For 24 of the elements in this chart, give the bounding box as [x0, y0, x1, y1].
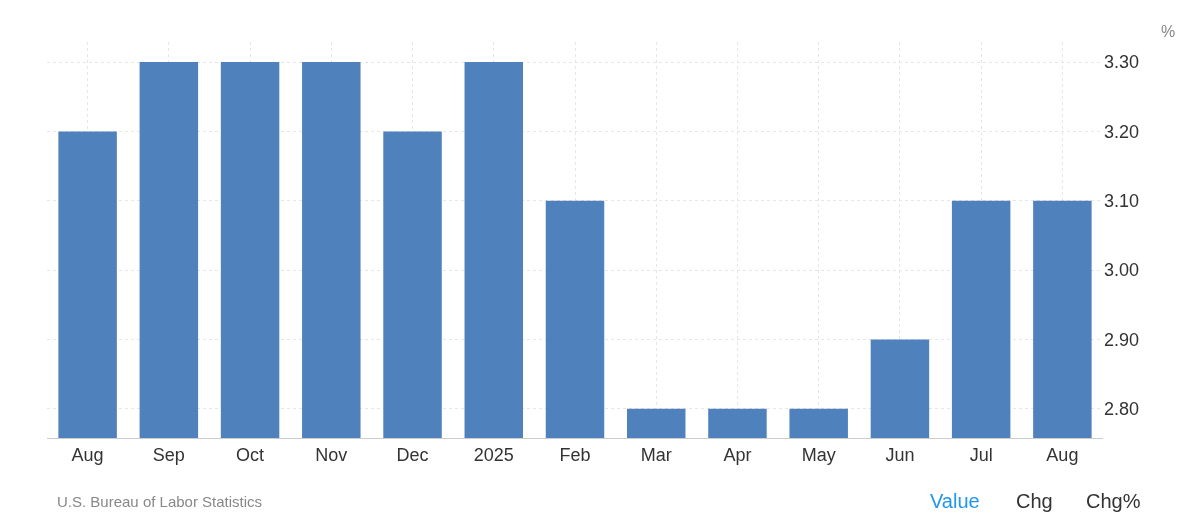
x-tick-label: Mar: [640, 444, 672, 465]
x-tick-label: Dec: [396, 444, 429, 465]
x-tick-label: Feb: [559, 444, 591, 465]
y-tick-label: 3.10: [1104, 191, 1140, 212]
text: Chg: [1016, 490, 1053, 512]
x-tick-label: Jun: [885, 444, 915, 465]
x-tick-label: 2025: [473, 444, 514, 465]
x-tick-label: Jul: [969, 444, 993, 465]
x-tick-label: Oct: [236, 444, 265, 465]
x-tick-label: Sep: [152, 444, 185, 465]
y-tick-label: 3.00: [1104, 260, 1140, 281]
text: Chg%: [1086, 490, 1141, 512]
y-tick-label: 2.90: [1104, 329, 1140, 350]
x-tick-label: Nov: [315, 444, 348, 465]
x-tick-label: May: [801, 444, 836, 465]
y-tick-label: 2.80: [1104, 399, 1140, 420]
y-tick-label: 3.30: [1104, 52, 1140, 73]
text: Value: [930, 490, 980, 512]
x-tick-label: Apr: [723, 444, 752, 465]
x-tick-label: Aug: [71, 444, 104, 465]
y-axis-title: %: [1161, 23, 1176, 40]
text: U.S. Bureau of Labor Statistics: [57, 493, 263, 510]
y-tick-label: 3.20: [1104, 121, 1140, 142]
x-tick-label: Aug: [1046, 444, 1079, 465]
